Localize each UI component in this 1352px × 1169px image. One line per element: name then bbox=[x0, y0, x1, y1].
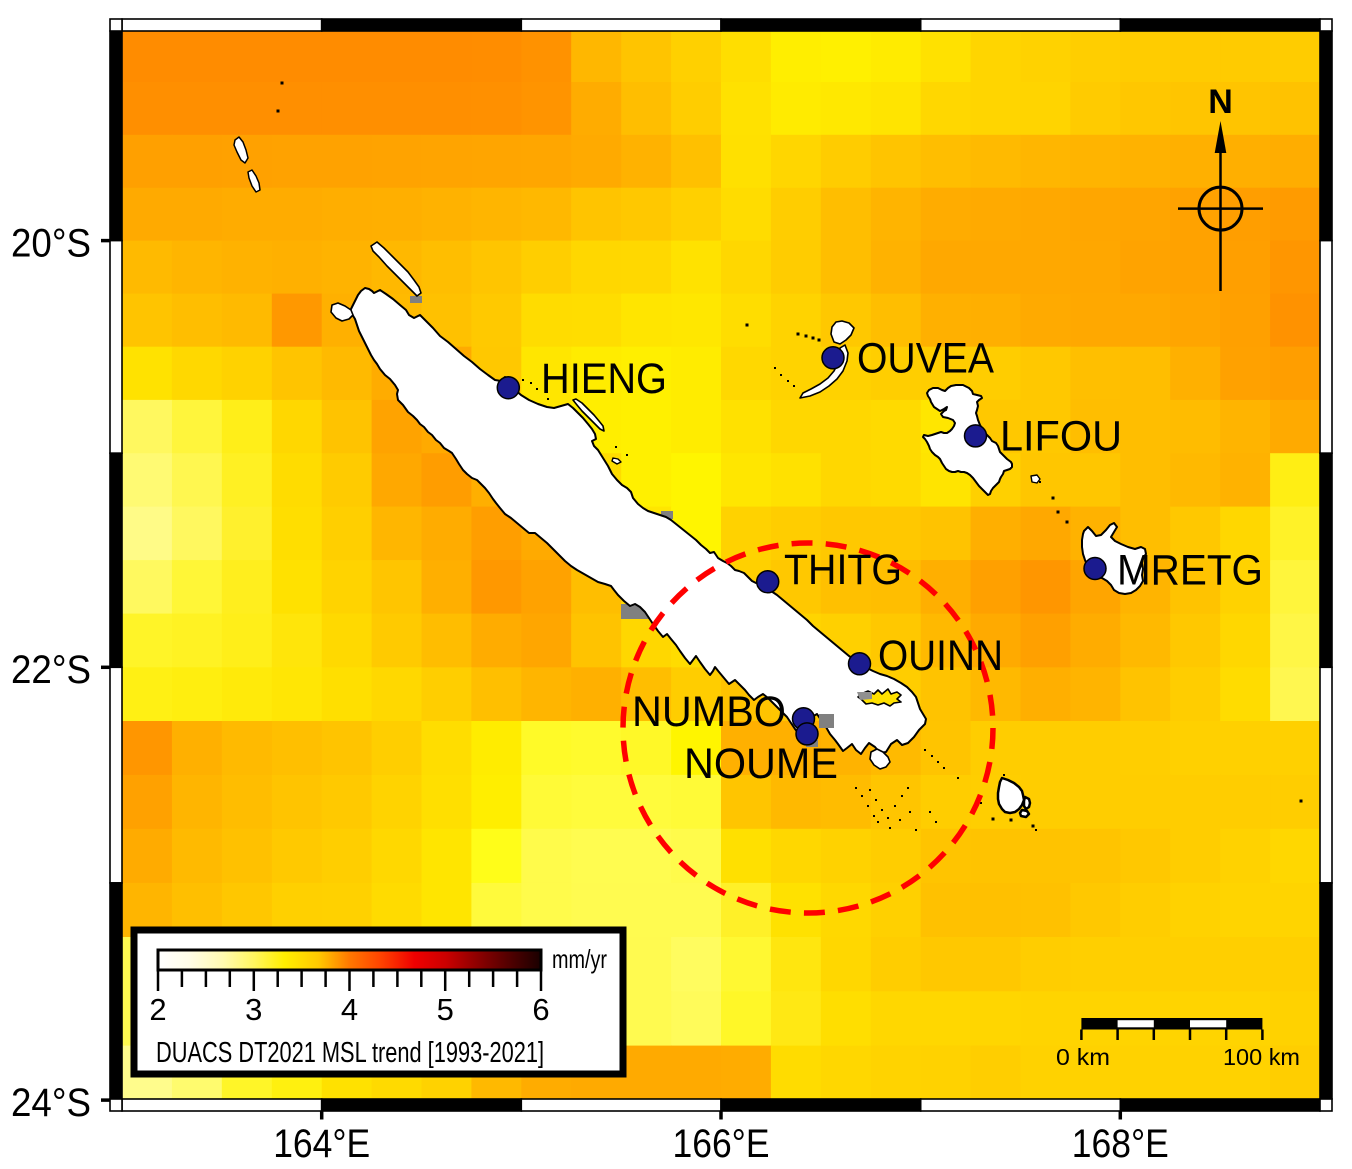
svg-text:100 km: 100 km bbox=[1223, 1044, 1300, 1070]
svg-text:LIFOU: LIFOU bbox=[1000, 413, 1122, 461]
svg-text:3: 3 bbox=[245, 992, 262, 1027]
svg-text:NOUME: NOUME bbox=[684, 740, 838, 788]
svg-text:NUMBO: NUMBO bbox=[632, 688, 786, 736]
svg-text:THITG: THITG bbox=[784, 546, 902, 594]
svg-text:MRETG: MRETG bbox=[1117, 547, 1263, 595]
svg-text:166°E: 166°E bbox=[673, 1122, 770, 1166]
svg-text:6: 6 bbox=[532, 992, 549, 1027]
svg-text:mm/yr: mm/yr bbox=[552, 944, 607, 974]
svg-text:DUACS DT2021 MSL trend [1993-2: DUACS DT2021 MSL trend [1993-2021] bbox=[156, 1037, 544, 1069]
svg-text:OUVEA: OUVEA bbox=[857, 335, 994, 383]
svg-text:HIENG: HIENG bbox=[541, 355, 667, 403]
svg-text:22°S: 22°S bbox=[11, 648, 91, 692]
svg-text:5: 5 bbox=[437, 992, 454, 1027]
svg-text:0 km: 0 km bbox=[1056, 1044, 1110, 1070]
svg-text:4: 4 bbox=[341, 992, 358, 1027]
svg-text:2: 2 bbox=[149, 992, 166, 1027]
svg-text:164°E: 164°E bbox=[273, 1122, 370, 1166]
svg-text:24°S: 24°S bbox=[11, 1081, 91, 1125]
svg-text:OUINN: OUINN bbox=[878, 632, 1003, 680]
svg-text:168°E: 168°E bbox=[1072, 1122, 1169, 1166]
svg-text:20°S: 20°S bbox=[11, 222, 91, 266]
svg-text:N: N bbox=[1208, 83, 1233, 121]
